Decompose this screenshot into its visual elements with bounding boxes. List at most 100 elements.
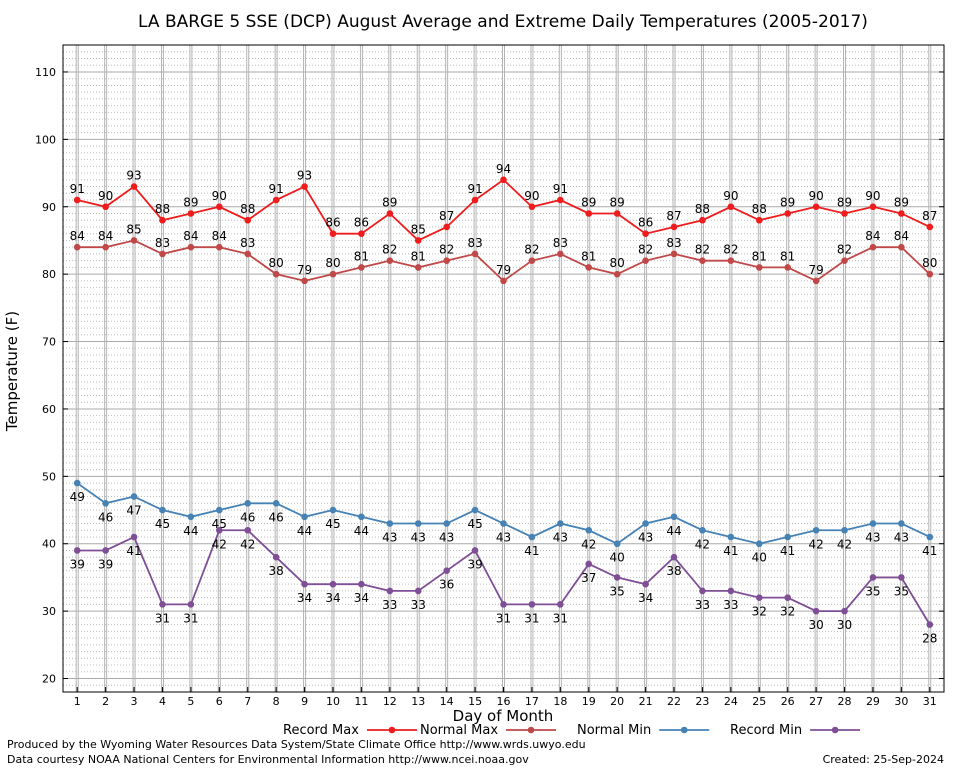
data-label: 41 (922, 544, 937, 558)
data-label: 38 (666, 564, 681, 578)
data-point (272, 499, 280, 507)
y-tick-label: 90 (42, 201, 56, 214)
x-tick-label: 18 (553, 695, 567, 708)
data-point (73, 196, 81, 204)
legend-label: Record Min (730, 723, 802, 738)
data-label: 90 (212, 189, 227, 203)
data-label: 31 (183, 611, 198, 625)
footer-created: Created: 25-Sep-2024 (823, 753, 944, 766)
data-label: 85 (126, 222, 141, 236)
data-point (557, 250, 564, 258)
data-point (528, 533, 536, 541)
data-point (812, 203, 820, 211)
data-point (642, 257, 649, 264)
data-label: 91 (553, 182, 568, 196)
data-point (471, 250, 479, 258)
data-point (73, 547, 81, 554)
data-point (755, 216, 763, 224)
data-point (812, 526, 820, 534)
data-label: 93 (126, 169, 141, 183)
data-label: 34 (325, 591, 340, 605)
data-point (130, 237, 138, 244)
data-point (244, 499, 252, 507)
data-label: 39 (98, 557, 113, 571)
data-point (841, 210, 848, 217)
x-tick-label: 13 (411, 695, 425, 708)
data-label: 34 (638, 591, 653, 605)
data-label: 41 (126, 544, 141, 558)
data-point (869, 203, 877, 211)
data-label: 86 (638, 216, 653, 230)
data-label: 40 (610, 551, 625, 565)
data-point (784, 594, 791, 601)
data-label: 80 (610, 256, 625, 270)
data-point (727, 257, 735, 264)
y-tick-label: 110 (35, 66, 56, 79)
data-label: 45 (155, 517, 170, 531)
y-tick-label: 20 (42, 673, 56, 686)
data-point (102, 243, 109, 251)
data-label: 32 (752, 605, 767, 619)
data-label: 91 (70, 182, 85, 196)
data-point (898, 574, 905, 581)
data-label: 43 (439, 531, 454, 545)
x-tick-label: 19 (582, 695, 596, 708)
data-point (471, 547, 479, 554)
data-label: 45 (325, 517, 340, 531)
data-label: 45 (212, 517, 227, 531)
data-label: 43 (553, 531, 568, 545)
data-label: 39 (70, 557, 85, 571)
data-label: 42 (212, 537, 227, 551)
data-label: 84 (70, 229, 85, 243)
data-point (642, 580, 649, 588)
data-point (414, 237, 422, 244)
x-tick-label: 3 (131, 695, 138, 708)
data-point (386, 587, 394, 595)
data-label: 84 (865, 229, 880, 243)
data-point (670, 223, 678, 231)
footer-produced-by: Produced by the Wyoming Water Resources … (7, 738, 586, 751)
data-point (159, 601, 166, 608)
data-point (898, 243, 905, 251)
data-label: 49 (70, 490, 85, 504)
data-label: 81 (752, 249, 767, 263)
data-point (358, 264, 365, 271)
data-point (130, 533, 138, 541)
data-point (216, 506, 223, 514)
x-tick-label: 24 (724, 695, 738, 708)
legend-marker (831, 726, 839, 734)
data-label: 82 (837, 243, 852, 257)
data-label: 89 (183, 195, 198, 209)
data-label: 41 (524, 544, 539, 558)
series-layer: 91 90 93 88 89 90 88 91 93 86 86 89 85 87 91 94 90 91 89 89… (70, 162, 938, 646)
data-point (159, 506, 166, 514)
data-label: 35 (865, 584, 880, 598)
data-label: 88 (695, 202, 710, 216)
data-label: 89 (610, 195, 625, 209)
data-label: 33 (382, 598, 397, 612)
data-label: 88 (240, 202, 255, 216)
data-label: 32 (780, 605, 795, 619)
data-label: 46 (269, 510, 284, 524)
data-label: 86 (325, 216, 340, 230)
data-point (159, 216, 166, 224)
data-point (358, 580, 365, 588)
data-label: 81 (581, 249, 596, 263)
data-label: 82 (382, 243, 397, 257)
data-point (386, 257, 394, 264)
data-point (443, 223, 450, 231)
data-point (329, 230, 337, 238)
data-point (414, 587, 422, 595)
data-point (500, 601, 507, 608)
x-tick-label: 4 (159, 695, 166, 708)
data-label: 33 (411, 598, 426, 612)
data-point (272, 196, 280, 204)
data-point (727, 587, 735, 595)
data-label: 42 (695, 537, 710, 551)
data-label: 28 (922, 632, 937, 646)
data-label: 80 (325, 256, 340, 270)
series-line (77, 178, 931, 242)
data-point (642, 230, 649, 238)
data-label: 81 (411, 249, 426, 263)
data-label: 82 (638, 243, 653, 257)
